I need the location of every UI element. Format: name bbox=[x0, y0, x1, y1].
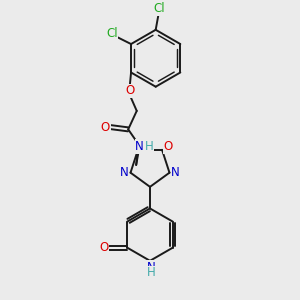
Text: H: H bbox=[145, 140, 154, 153]
Text: O: O bbox=[99, 241, 108, 254]
Text: N: N bbox=[135, 140, 144, 153]
Text: N: N bbox=[147, 261, 156, 274]
Text: O: O bbox=[164, 140, 173, 153]
Text: N: N bbox=[171, 166, 180, 179]
Text: H: H bbox=[147, 266, 156, 279]
Text: Cl: Cl bbox=[106, 27, 118, 40]
Text: O: O bbox=[125, 85, 134, 98]
Text: O: O bbox=[101, 121, 110, 134]
Text: Cl: Cl bbox=[153, 2, 165, 15]
Text: N: N bbox=[120, 166, 129, 179]
